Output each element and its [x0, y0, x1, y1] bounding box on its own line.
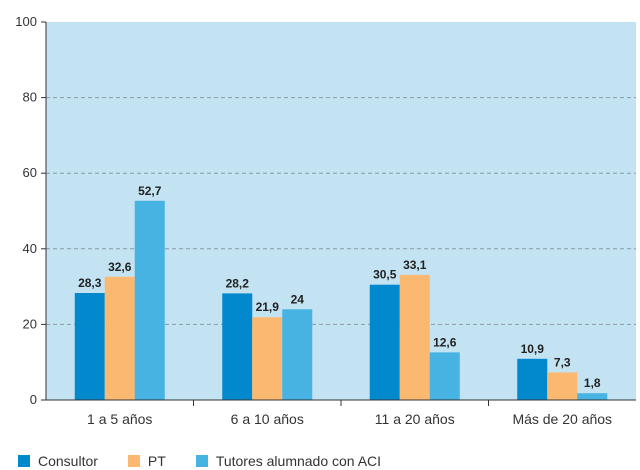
- y-tick-label: 60: [23, 165, 37, 180]
- bar-pt: [104, 276, 135, 400]
- y-tick-label: 0: [30, 392, 37, 407]
- data-label-tutores: 52,7: [138, 184, 162, 198]
- y-tick-label: 80: [23, 90, 37, 105]
- legend-item-pt: PT: [127, 453, 166, 469]
- data-label-tutores: 1,8: [584, 376, 601, 390]
- bar-tutores: [577, 393, 608, 400]
- data-label-pt: 32,6: [108, 260, 132, 274]
- bar-tutores: [282, 309, 313, 400]
- axes: [41, 21, 636, 406]
- data-label-consultor: 28,2: [226, 276, 250, 290]
- data-label-tutores: 24: [291, 292, 305, 306]
- bar-pt: [547, 372, 578, 400]
- data-label-consultor: 30,5: [373, 268, 397, 282]
- data-label-pt: 21,9: [256, 300, 280, 314]
- bar-pt: [252, 317, 283, 400]
- y-tick-label: 40: [23, 241, 37, 256]
- legend-swatch: [18, 455, 30, 467]
- bar-consultor: [74, 293, 105, 400]
- x-category-label: Más de 20 años: [512, 411, 612, 427]
- y-tick-label: 20: [23, 316, 37, 331]
- x-category-label: 1 a 5 años: [87, 411, 152, 427]
- legend-label: Tutores alumnado con ACI: [215, 453, 382, 469]
- bar-pt: [399, 274, 430, 400]
- legend-item-consultor: Consultor: [18, 453, 98, 469]
- data-label-consultor: 28,3: [78, 276, 102, 290]
- legend-item-tutores: Tutores alumnado con ACI: [195, 453, 382, 469]
- legend: Consultor PT Tutores alumnado con ACI: [18, 452, 411, 470]
- x-category-label: 11 a 20 años: [375, 411, 455, 427]
- legend-label: Consultor: [38, 453, 98, 469]
- labels: 0 20 40 60 80 100 28,3 32,6 52,7 1 a 5 años 28,2 21…: [15, 14, 612, 427]
- bar-consultor: [222, 293, 253, 400]
- bar-chart: 0 20 40 60 80 100 28,3 32,6 52,7 1 a 5 años 28,2 21…: [15, 14, 636, 427]
- legend-swatch: [127, 455, 140, 467]
- data-label-pt: 7,3: [554, 355, 571, 369]
- bars: [74, 200, 608, 400]
- bar-tutores: [134, 200, 165, 400]
- y-tick-label: 100: [15, 14, 37, 29]
- legend-swatch: [195, 455, 208, 467]
- legend-label: PT: [147, 453, 166, 469]
- data-label-pt: 33,1: [403, 258, 427, 272]
- bar-consultor: [369, 284, 400, 400]
- bar-tutores: [429, 352, 460, 400]
- data-label-consultor: 10,9: [521, 342, 545, 356]
- x-category-label: 6 a 10 años: [231, 411, 304, 427]
- bar-consultor: [517, 358, 548, 400]
- data-label-tutores: 12,6: [433, 335, 457, 349]
